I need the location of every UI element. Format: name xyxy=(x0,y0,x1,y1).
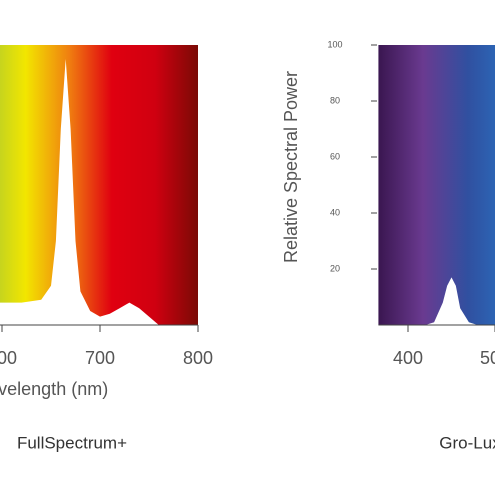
y-tick-label: 60 xyxy=(330,151,340,161)
x-tick-label: 800 xyxy=(183,348,213,368)
spectrum-background xyxy=(378,45,495,325)
chart-title: Gro-Lux xyxy=(439,433,495,452)
y-tick-label: 20 xyxy=(330,263,340,273)
spectrum-background xyxy=(0,45,199,325)
y-tick-label: 40 xyxy=(330,207,340,217)
y-tick-label: 80 xyxy=(330,95,340,105)
x-axis-label: Wavelength (nm) xyxy=(0,379,108,399)
y-axis-label: Relative Spectral Power xyxy=(281,71,301,263)
x-tick-label: 600 xyxy=(0,348,17,368)
x-tick-label: 400 xyxy=(393,348,423,368)
x-tick-label: 500 xyxy=(480,348,495,368)
y-tick-label: 100 xyxy=(327,39,342,49)
chart-title: FullSpectrum+ xyxy=(17,433,127,452)
x-tick-label: 700 xyxy=(85,348,115,368)
